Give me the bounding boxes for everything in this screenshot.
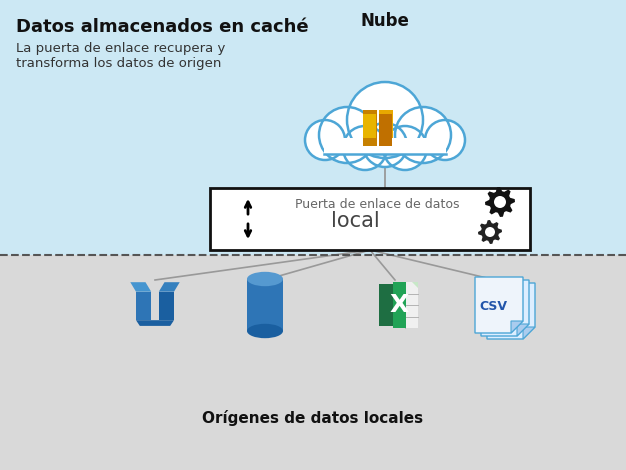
Circle shape bbox=[343, 126, 387, 170]
Polygon shape bbox=[159, 292, 174, 320]
Circle shape bbox=[485, 227, 495, 237]
Circle shape bbox=[494, 196, 506, 208]
Text: CSV: CSV bbox=[479, 300, 507, 313]
Bar bbox=[363, 110, 377, 146]
Polygon shape bbox=[130, 282, 151, 292]
Bar bbox=[363, 114, 376, 138]
FancyBboxPatch shape bbox=[210, 188, 530, 250]
Polygon shape bbox=[485, 187, 515, 217]
Bar bbox=[379, 114, 392, 146]
Circle shape bbox=[425, 120, 465, 160]
Bar bbox=[379, 110, 393, 138]
Text: X: X bbox=[389, 293, 409, 317]
Circle shape bbox=[395, 107, 451, 163]
Polygon shape bbox=[136, 292, 151, 320]
Text: Orígenes de datos locales: Orígenes de datos locales bbox=[202, 410, 424, 426]
Circle shape bbox=[319, 107, 375, 163]
Polygon shape bbox=[517, 324, 529, 336]
Polygon shape bbox=[481, 280, 529, 336]
Ellipse shape bbox=[247, 272, 283, 286]
Circle shape bbox=[347, 82, 423, 158]
Circle shape bbox=[305, 120, 345, 160]
Bar bbox=[393, 282, 406, 328]
Bar bbox=[0, 255, 626, 470]
Bar bbox=[393, 282, 418, 328]
Polygon shape bbox=[478, 220, 502, 244]
Bar bbox=[324, 138, 446, 154]
Polygon shape bbox=[159, 282, 180, 292]
Ellipse shape bbox=[247, 324, 283, 338]
Polygon shape bbox=[511, 321, 523, 333]
Text: Puerta de enlace de datos: Puerta de enlace de datos bbox=[295, 198, 459, 211]
Circle shape bbox=[363, 123, 407, 167]
Polygon shape bbox=[413, 282, 418, 288]
Text: Datos almacenados en caché: Datos almacenados en caché bbox=[16, 18, 309, 36]
Text: local: local bbox=[331, 211, 379, 231]
Bar bbox=[323, 136, 447, 154]
Text: La puerta de enlace recupera y: La puerta de enlace recupera y bbox=[16, 42, 225, 55]
Polygon shape bbox=[523, 327, 535, 339]
Polygon shape bbox=[487, 283, 535, 339]
Text: Nube: Nube bbox=[361, 12, 409, 30]
Polygon shape bbox=[475, 277, 523, 333]
Circle shape bbox=[383, 126, 427, 170]
Bar bbox=[379, 284, 411, 326]
Bar bbox=[247, 279, 283, 331]
Text: transforma los datos de origen: transforma los datos de origen bbox=[16, 57, 222, 70]
Polygon shape bbox=[136, 320, 174, 326]
